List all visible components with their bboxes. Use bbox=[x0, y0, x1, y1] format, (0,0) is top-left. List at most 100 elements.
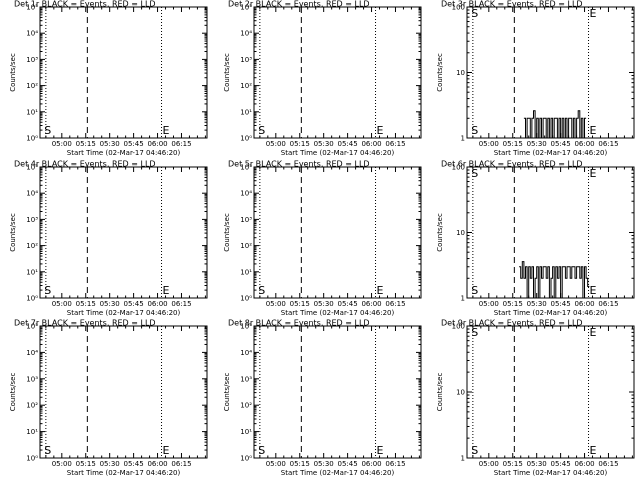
x-tick-label: 06:15 bbox=[171, 300, 191, 308]
panel-8: Det 8r BLACK = Events, RED = LLD 05:00 05:… bbox=[223, 319, 422, 477]
x-tick-label: 05:30 bbox=[314, 300, 334, 308]
x-tick-label: 05:15 bbox=[503, 460, 523, 468]
y-tick-label: 10⁵ bbox=[240, 4, 252, 12]
y-tick-label: 10 bbox=[456, 229, 465, 237]
y-tick-label: 10¹ bbox=[240, 108, 252, 116]
x-tick-label: 05:00 bbox=[266, 460, 286, 468]
marker-e-top: E bbox=[589, 7, 596, 20]
x-tick-label: 05:15 bbox=[503, 140, 523, 148]
x-tick-label: 05:30 bbox=[527, 300, 547, 308]
x-tick-label: 05:45 bbox=[338, 300, 358, 308]
marker-e: E bbox=[376, 124, 383, 137]
panel-title: Det 8r BLACK = Events, RED = LLD bbox=[228, 319, 370, 328]
x-tick-label: 06:00 bbox=[574, 300, 594, 308]
marker-e: E bbox=[376, 284, 383, 297]
x-tick-label: 05:30 bbox=[527, 460, 547, 468]
x-axis-label: Start Time (02-Mar-17 04:46:20) bbox=[67, 469, 181, 477]
y-tick-label: 10² bbox=[26, 82, 38, 90]
x-tick-label: 06:15 bbox=[385, 140, 405, 148]
x-tick-label: 05:15 bbox=[290, 140, 310, 148]
x-tick-label: 05:15 bbox=[290, 300, 310, 308]
events-series bbox=[523, 110, 587, 139]
x-axis-label: Start Time (02-Mar-17 04:46:20) bbox=[494, 469, 608, 477]
x-axis-label: Start Time (02-Mar-17 04:46:20) bbox=[281, 469, 395, 477]
y-tick-label: 10³ bbox=[26, 216, 38, 224]
marker-e: E bbox=[162, 124, 169, 137]
marker-s: S bbox=[471, 124, 478, 137]
y-tick-label: 10⁵ bbox=[240, 323, 252, 331]
y-axis-label: Counts/sec bbox=[436, 213, 444, 252]
marker-e: E bbox=[589, 284, 596, 297]
y-tick-label: 10⁴ bbox=[26, 30, 38, 38]
y-axis-label: Counts/sec bbox=[436, 53, 444, 92]
y-tick-label: 10⁵ bbox=[26, 164, 38, 172]
marker-e: E bbox=[162, 444, 169, 457]
x-tick-label: 05:00 bbox=[52, 460, 72, 468]
x-tick-label: 05:45 bbox=[338, 140, 358, 148]
x-tick-label: 05:30 bbox=[314, 460, 334, 468]
x-tick-label: 06:00 bbox=[574, 140, 594, 148]
marker-e-top: E bbox=[589, 326, 596, 339]
y-tick-label: 100 bbox=[452, 4, 465, 12]
y-tick-label: 10⁰ bbox=[240, 135, 252, 143]
x-tick-label: 05:15 bbox=[76, 460, 96, 468]
y-tick-label: 10 bbox=[456, 389, 465, 397]
x-tick-label: 06:15 bbox=[598, 460, 618, 468]
marker-e: E bbox=[376, 444, 383, 457]
y-axis-label: Counts/sec bbox=[223, 53, 231, 92]
plot-frame bbox=[39, 166, 208, 299]
x-tick-label: 05:45 bbox=[551, 460, 571, 468]
x-tick-label: 05:00 bbox=[52, 140, 72, 148]
y-tick-label: 10⁵ bbox=[26, 4, 38, 12]
y-tick-label: 10⁴ bbox=[240, 30, 252, 38]
x-tick-label: 05:00 bbox=[266, 140, 286, 148]
panel-1: Det 1r BLACK = Events, RED = LLD 05:00 05:… bbox=[9, 0, 208, 157]
y-tick-label: 10⁰ bbox=[26, 295, 38, 303]
x-tick-label: 06:15 bbox=[598, 140, 618, 148]
marker-s-top: S bbox=[471, 7, 478, 20]
x-tick-label: 05:15 bbox=[76, 300, 96, 308]
x-tick-label: 05:00 bbox=[479, 300, 499, 308]
x-tick-label: 06:00 bbox=[147, 140, 167, 148]
y-axis-label: Counts/sec bbox=[9, 213, 17, 252]
y-tick-label: 100 bbox=[452, 323, 465, 331]
panel-2: Det 2r BLACK = Events, RED = LLD 05:00 05:… bbox=[223, 0, 422, 157]
x-tick-label: 05:15 bbox=[290, 460, 310, 468]
y-axis-label: Counts/sec bbox=[9, 53, 17, 92]
x-tick-label: 06:00 bbox=[147, 460, 167, 468]
panel-title: Det 1r BLACK = Events, RED = LLD bbox=[14, 0, 156, 9]
x-tick-label: 06:00 bbox=[361, 460, 381, 468]
y-tick-label: 10³ bbox=[26, 375, 38, 383]
panel-5: Det 5r BLACK = Events, RED = LLD 05:00 05:… bbox=[223, 160, 422, 317]
y-tick-label: 10⁴ bbox=[240, 349, 252, 357]
x-tick-label: 05:45 bbox=[124, 460, 144, 468]
y-tick-label: 10⁴ bbox=[26, 349, 38, 357]
x-tick-label: 05:30 bbox=[100, 140, 120, 148]
y-tick-label: 10¹ bbox=[26, 268, 38, 276]
y-tick-label: 1 bbox=[461, 295, 465, 303]
marker-e: E bbox=[589, 444, 596, 457]
panel-4: Det 4r BLACK = Events, RED = LLD 05:00 05:… bbox=[9, 160, 208, 317]
y-tick-label: 10⁰ bbox=[240, 295, 252, 303]
y-tick-label: 10² bbox=[240, 402, 252, 410]
x-tick-label: 05:30 bbox=[100, 300, 120, 308]
x-tick-label: 06:15 bbox=[598, 300, 618, 308]
panel-title: Det 3r BLACK = Events, RED = LLD bbox=[441, 0, 583, 9]
x-tick-label: 06:00 bbox=[361, 140, 381, 148]
y-tick-label: 10² bbox=[26, 402, 38, 410]
y-tick-label: 100 bbox=[452, 164, 465, 172]
y-tick-label: 10⁴ bbox=[26, 190, 38, 198]
panel-title: Det 7r BLACK = Events, RED = LLD bbox=[14, 319, 156, 328]
y-tick-label: 10³ bbox=[240, 216, 252, 224]
y-tick-label: 10⁴ bbox=[240, 190, 252, 198]
plot-frame bbox=[253, 325, 422, 459]
y-tick-label: 10⁵ bbox=[240, 164, 252, 172]
panel-title: Det 5r BLACK = Events, RED = LLD bbox=[228, 160, 370, 169]
marker-s: S bbox=[44, 444, 51, 457]
x-tick-label: 05:30 bbox=[527, 140, 547, 148]
y-tick-label: 10⁰ bbox=[26, 455, 38, 463]
x-tick-label: 05:30 bbox=[314, 140, 334, 148]
x-tick-label: 06:00 bbox=[574, 460, 594, 468]
